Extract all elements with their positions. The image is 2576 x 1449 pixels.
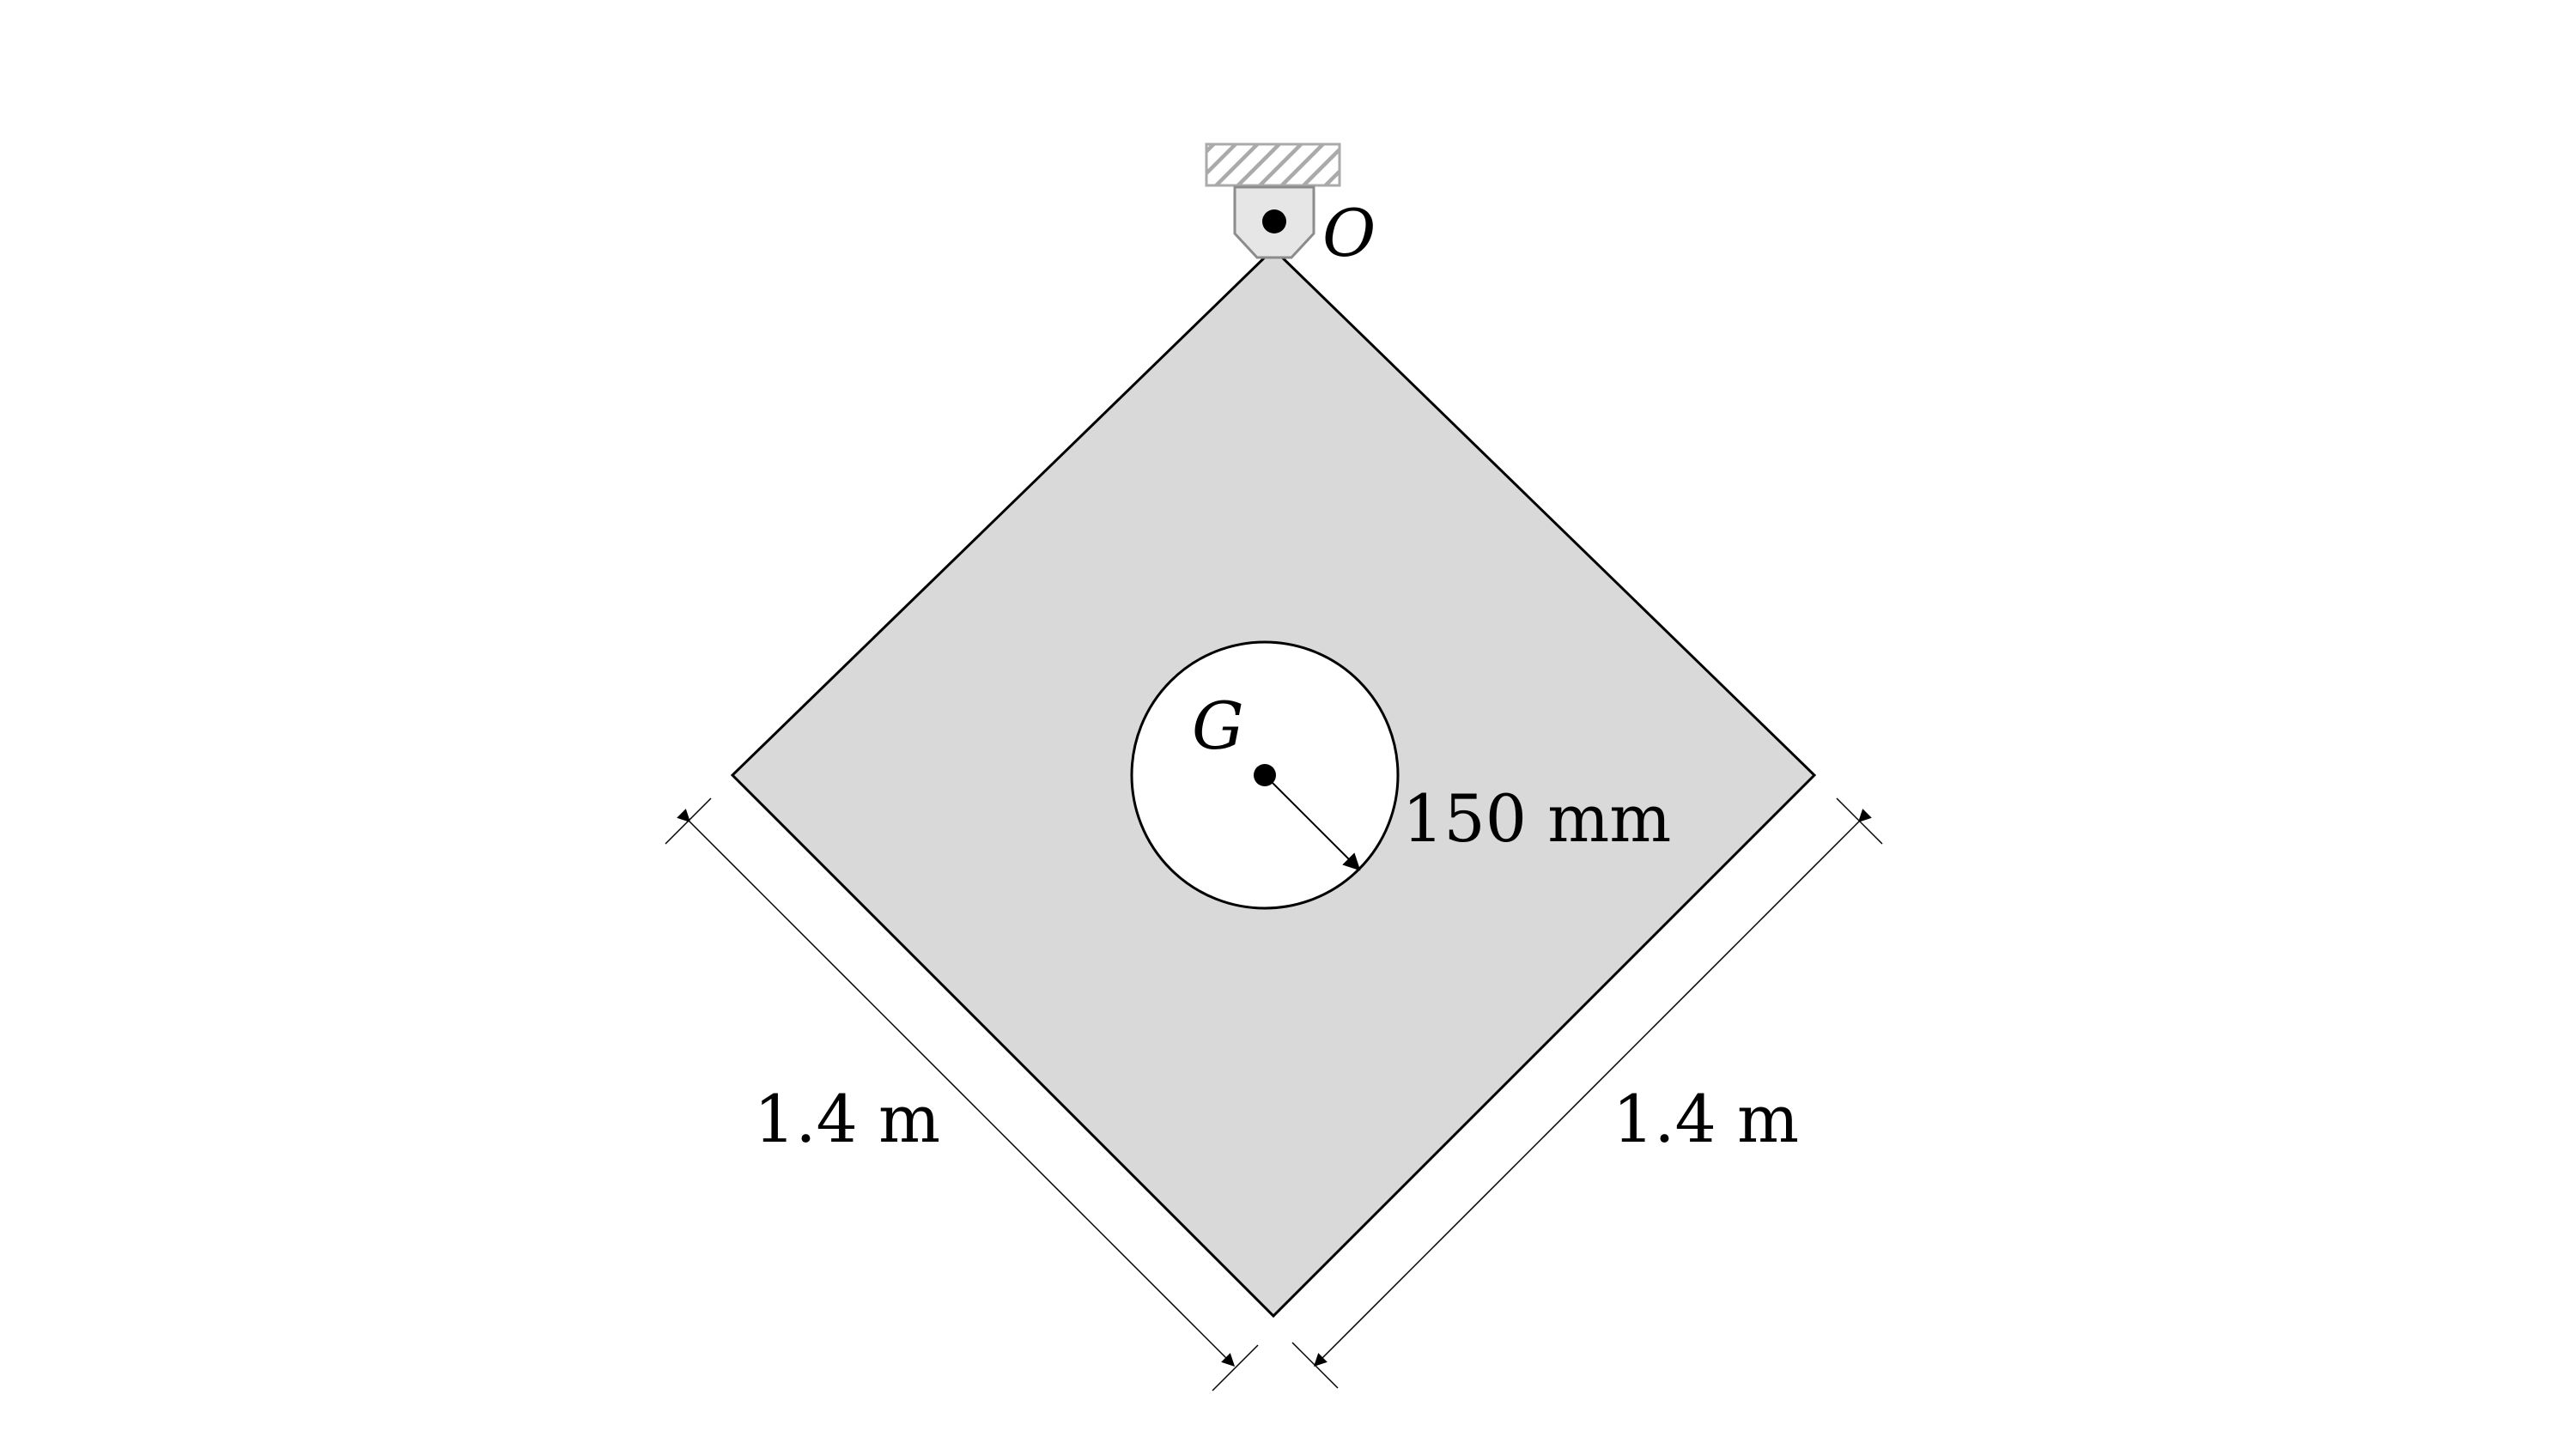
ground-hatch xyxy=(1205,142,1341,187)
right-dimension-line xyxy=(1313,809,1872,1367)
center-label: G xyxy=(1192,688,1244,764)
pivot-pin xyxy=(1262,209,1286,233)
left-dimension-line xyxy=(677,809,1236,1367)
pivot-label: O xyxy=(1322,195,1376,271)
right-dimension xyxy=(1291,797,1883,1389)
left-side-label: 1.4 m xyxy=(754,1081,940,1157)
left-dimension xyxy=(665,797,1259,1391)
pin-support xyxy=(1205,142,1341,259)
right-side-label: 1.4 m xyxy=(1613,1081,1799,1157)
left-extension-line-bottom xyxy=(1212,1344,1259,1391)
hole-radius-label: 150 mm xyxy=(1402,780,1671,857)
